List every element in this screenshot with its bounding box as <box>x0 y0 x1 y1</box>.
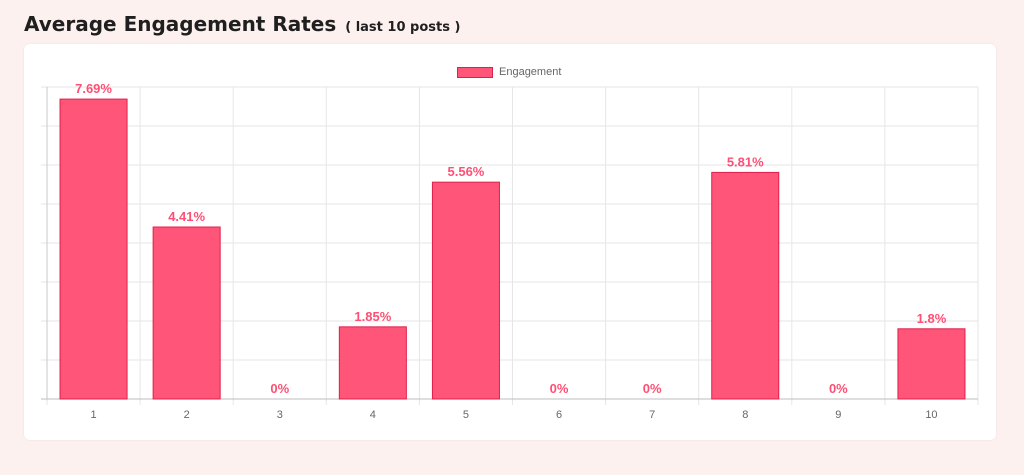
x-tick-label: 10 <box>925 409 937 421</box>
bar <box>152 226 221 400</box>
chart-title: Average Engagement Rates <box>24 12 337 36</box>
x-tick-label: 3 <box>277 409 283 421</box>
x-tick-label: 5 <box>463 409 469 421</box>
x-tick-label: 1 <box>90 409 96 421</box>
data-label: 5.81% <box>727 154 764 169</box>
chart-legend[interactable]: Engagement <box>457 66 561 78</box>
data-label: 5.56% <box>448 164 485 179</box>
data-label: 0% <box>270 381 289 396</box>
data-label: 1.8% <box>917 311 947 326</box>
page-title: Average Engagement Rates ( last 10 posts… <box>24 12 460 36</box>
x-tick-label: 6 <box>556 409 562 421</box>
bar <box>59 98 128 400</box>
x-tick-label: 4 <box>370 409 376 421</box>
x-tick-label: 7 <box>649 409 655 421</box>
data-label: 0% <box>829 381 848 396</box>
bar <box>711 171 780 400</box>
x-tick-label: 2 <box>184 409 190 421</box>
bar <box>431 181 500 400</box>
chart-subtitle: ( last 10 posts ) <box>345 20 461 35</box>
data-label: 4.41% <box>168 209 205 224</box>
x-tick-label: 9 <box>835 409 841 421</box>
bar-chart: 7.69% 1 4.41% 2 0% 3 1.85% 4 5.56% 5 0% 6 0% 7 5.81% 8 0… <box>41 81 979 421</box>
legend-label: Engagement <box>499 66 562 78</box>
data-label: 0% <box>643 381 662 396</box>
legend-swatch <box>457 66 493 78</box>
x-tick-label: 8 <box>742 409 748 421</box>
bar <box>338 326 407 400</box>
data-label: 7.69% <box>75 81 112 96</box>
data-label: 0% <box>550 381 569 396</box>
data-label: 1.85% <box>354 309 391 324</box>
chart-card: Engagement 7.69% 1 4.41% 2 0% 3 1.85% 4 5.56% 5 0%… <box>24 44 996 440</box>
bar <box>897 328 966 400</box>
